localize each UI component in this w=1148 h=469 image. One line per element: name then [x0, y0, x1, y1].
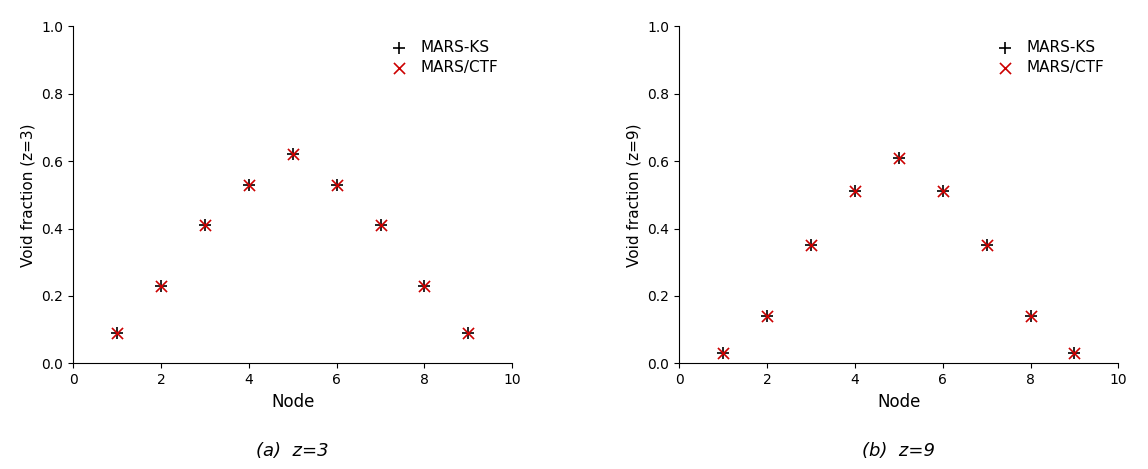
MARS-KS — [108, 329, 126, 337]
MARS-KS — [459, 329, 478, 337]
MARS/CTF — [846, 188, 864, 195]
MARS-KS — [152, 282, 170, 289]
MARS-KS — [933, 188, 952, 195]
MARS/CTF — [152, 282, 170, 289]
MARS/CTF — [459, 329, 478, 337]
X-axis label: Node: Node — [877, 393, 921, 411]
MARS-KS — [1065, 349, 1084, 357]
MARS-KS — [284, 151, 302, 158]
MARS/CTF — [240, 181, 258, 189]
MARS/CTF — [284, 151, 302, 158]
MARS-KS — [758, 312, 776, 320]
MARS/CTF — [108, 329, 126, 337]
MARS-KS — [240, 181, 258, 189]
MARS/CTF — [1065, 349, 1084, 357]
MARS-KS — [846, 188, 864, 195]
MARS-KS — [327, 181, 346, 189]
MARS-KS — [977, 242, 995, 249]
MARS/CTF — [933, 188, 952, 195]
MARS-KS — [371, 221, 389, 229]
MARS/CTF — [371, 221, 389, 229]
MARS-KS — [1022, 312, 1040, 320]
Text: (a)  z=3: (a) z=3 — [256, 442, 329, 460]
MARS/CTF — [714, 349, 732, 357]
Y-axis label: Void fraction (z=3): Void fraction (z=3) — [21, 123, 36, 266]
MARS/CTF — [977, 242, 995, 249]
MARS-KS — [714, 349, 732, 357]
Legend: MARS-KS, MARS/CTF: MARS-KS, MARS/CTF — [984, 34, 1111, 81]
MARS-KS — [801, 242, 820, 249]
MARS/CTF — [890, 154, 908, 161]
MARS/CTF — [801, 242, 820, 249]
MARS-KS — [890, 154, 908, 161]
MARS/CTF — [416, 282, 434, 289]
MARS/CTF — [195, 221, 214, 229]
Y-axis label: Void fraction (z=9): Void fraction (z=9) — [627, 123, 642, 266]
MARS/CTF — [758, 312, 776, 320]
Legend: MARS-KS, MARS/CTF: MARS-KS, MARS/CTF — [378, 34, 505, 81]
MARS/CTF — [1022, 312, 1040, 320]
MARS/CTF — [327, 181, 346, 189]
MARS-KS — [195, 221, 214, 229]
X-axis label: Node: Node — [271, 393, 315, 411]
MARS-KS — [416, 282, 434, 289]
Text: (b)  z=9: (b) z=9 — [862, 442, 936, 460]
